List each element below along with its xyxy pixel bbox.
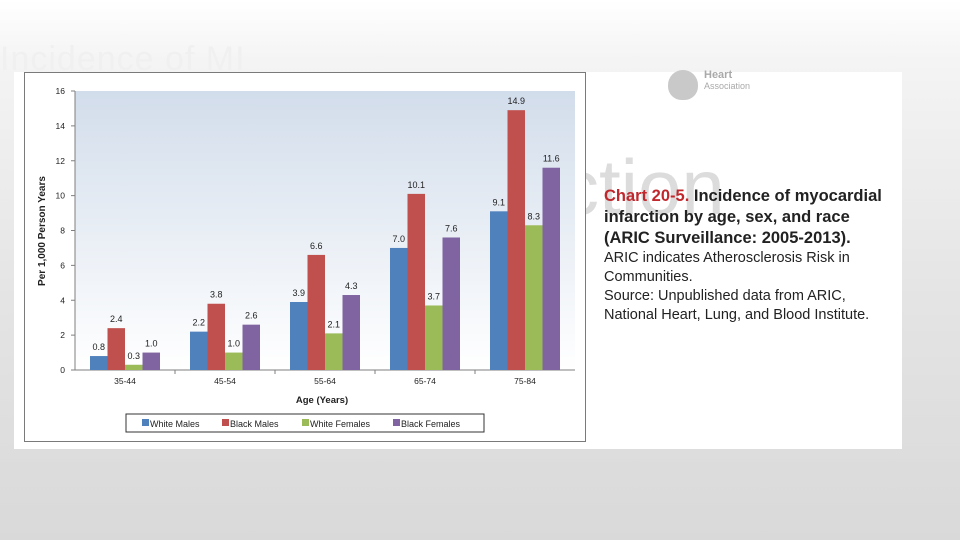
x-axis-title: Age (Years)	[296, 395, 348, 406]
legend-swatch	[302, 419, 309, 426]
bar	[190, 331, 208, 370]
legend-label: Black Males	[230, 419, 279, 429]
data-label: 2.6	[245, 311, 258, 321]
x-tick-label: 75-84	[514, 376, 536, 386]
x-tick-label: 35-44	[114, 376, 136, 386]
data-label: 2.4	[110, 314, 123, 324]
bar	[342, 295, 360, 370]
slide-title: Incidence of MI	[0, 40, 246, 78]
data-label: 4.3	[345, 281, 358, 291]
x-tick-label: 55-64	[314, 376, 336, 386]
bar	[425, 305, 443, 370]
bar	[542, 167, 560, 370]
data-label: 10.1	[407, 180, 425, 190]
data-label: 1.0	[227, 339, 240, 349]
bar	[142, 352, 160, 370]
y-tick-label: 4	[60, 295, 65, 305]
bar	[242, 324, 260, 370]
bar-chart: Per 1,000 Person Years Age (Years) 0 2 4 6 8…	[37, 86, 575, 433]
y-tick-label: 6	[60, 260, 65, 270]
chart-caption: Chart 20-5. Incidence of myocardial infa…	[604, 186, 894, 325]
bar	[90, 356, 108, 370]
logo-line-1: Heart	[704, 69, 733, 81]
bar	[507, 110, 525, 371]
y-tick-label: 12	[56, 156, 66, 166]
bar	[207, 303, 225, 370]
bar	[407, 193, 425, 370]
background-watermark-text: ction	[560, 143, 725, 231]
legend-swatch	[142, 419, 149, 426]
legend-label: White Females	[310, 419, 371, 429]
bar	[290, 301, 308, 370]
data-label: 9.1	[492, 197, 505, 207]
chart-frame: Per 1,000 Person Years Age (Years) 0 2 4 6 8…	[24, 72, 586, 442]
bar	[525, 225, 543, 370]
bar	[325, 333, 343, 370]
aha-logo: Heart Association	[668, 70, 750, 100]
caption-title-text: Incidence of myocardial infarction by ag…	[604, 187, 882, 247]
legend-label: Black Females	[401, 419, 461, 429]
y-tick-label: 16	[56, 86, 66, 96]
bar	[390, 247, 408, 370]
data-label: 0.8	[92, 342, 105, 352]
data-label: 3.8	[210, 290, 223, 300]
x-tick-label: 45-54	[214, 376, 236, 386]
data-label: 7.6	[445, 223, 458, 233]
bar	[490, 211, 508, 370]
legend-label: White Males	[150, 419, 200, 429]
data-label: 3.9	[292, 288, 305, 298]
caption-chart-number: Chart 20-5.	[604, 187, 690, 205]
bar	[125, 364, 143, 370]
y-tick-label: 0	[60, 365, 65, 375]
y-axis-title: Per 1,000 Person Years	[37, 176, 48, 286]
heart-torch-icon	[668, 70, 698, 100]
y-tick-label: 10	[56, 191, 66, 201]
caption-source: Source: Unpublished data from ARIC, Nati…	[604, 288, 870, 323]
data-label: 6.6	[310, 241, 323, 251]
logo-line-2: Association	[704, 81, 751, 91]
data-label: 2.2	[192, 318, 205, 328]
bar	[225, 352, 243, 370]
data-label: 2.1	[327, 319, 340, 329]
data-label: 11.6	[543, 154, 560, 164]
data-label: 14.9	[507, 96, 525, 106]
y-tick-label: 2	[60, 330, 65, 340]
data-label: 0.3	[127, 351, 140, 361]
legend-swatch	[222, 419, 229, 426]
x-tick-label: 65-74	[414, 376, 436, 386]
y-tick-label: 8	[60, 226, 65, 236]
legend-swatch	[393, 419, 400, 426]
data-label: 8.3	[527, 211, 540, 221]
bar	[307, 254, 325, 370]
caption-title: Chart 20-5. Incidence of myocardial infa…	[604, 186, 894, 249]
data-label: 7.0	[392, 234, 405, 244]
data-label: 1.0	[145, 339, 158, 349]
caption-note: ARIC indicates Atherosclerosis Risk in C…	[604, 250, 850, 285]
data-label: 3.7	[427, 291, 440, 301]
y-tick-label: 14	[56, 121, 66, 131]
bar	[107, 328, 125, 370]
bar	[442, 237, 460, 370]
